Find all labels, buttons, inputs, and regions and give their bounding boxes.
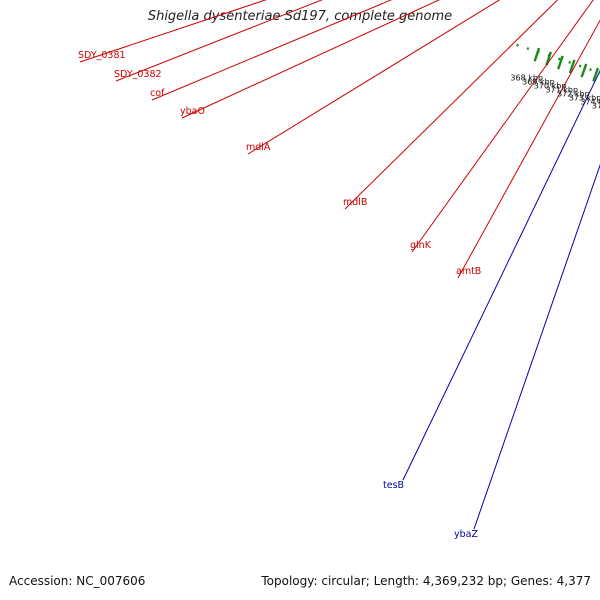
major-tick xyxy=(580,63,588,78)
label-leader-line xyxy=(473,163,600,530)
label-leader-line xyxy=(79,0,267,63)
genome-summary: Topology: circular; Length: 4,369,232 bp… xyxy=(261,574,591,588)
kbp-label: 375 kbp xyxy=(592,102,600,111)
label-leaders xyxy=(79,0,600,530)
kbp-label: 372 kbp xyxy=(557,89,590,98)
kbp-label: 374 kbp xyxy=(580,98,600,107)
label-leader-line xyxy=(457,19,600,279)
label-leader-line xyxy=(247,0,501,155)
major-tick xyxy=(592,67,600,82)
gene-features xyxy=(543,0,600,25)
label-leader-line xyxy=(344,0,559,210)
label-leader-line xyxy=(151,0,393,101)
gene-label: SDY_0381 xyxy=(78,50,126,61)
gene-label: cof xyxy=(150,88,165,99)
gene-label: mdlB xyxy=(343,197,367,208)
gene-label: tesB xyxy=(383,480,404,491)
major-tick xyxy=(545,51,553,66)
label-leader-line xyxy=(411,0,594,253)
tick-marks xyxy=(516,43,600,82)
gene-label: ybaO xyxy=(180,106,205,117)
kbp-label: 368 kbp xyxy=(510,74,543,83)
gene-label: mdlA xyxy=(246,142,271,153)
kbp-label: 373 kbp xyxy=(569,93,600,102)
gene-label: glnK xyxy=(410,240,432,251)
kbp-label: 369 kbp xyxy=(522,77,555,86)
label-leader-line xyxy=(402,69,600,481)
major-tick xyxy=(568,59,576,74)
accession-label: Accession: NC_007606 xyxy=(9,574,146,588)
label-leader-line xyxy=(115,0,323,82)
major-tick xyxy=(557,55,564,70)
major-tick xyxy=(533,47,541,62)
kbp-label: 370 kbp xyxy=(534,81,567,90)
gene-label: amtB xyxy=(456,266,481,277)
gene-label: ybaZ xyxy=(454,529,478,540)
label-leader-line xyxy=(181,0,440,119)
kbp-label: 371 kbp xyxy=(545,85,578,94)
map-title: Shigella dysenteriae Sd197, complete gen… xyxy=(147,9,453,24)
gene-label: SDY_0382 xyxy=(114,69,162,80)
